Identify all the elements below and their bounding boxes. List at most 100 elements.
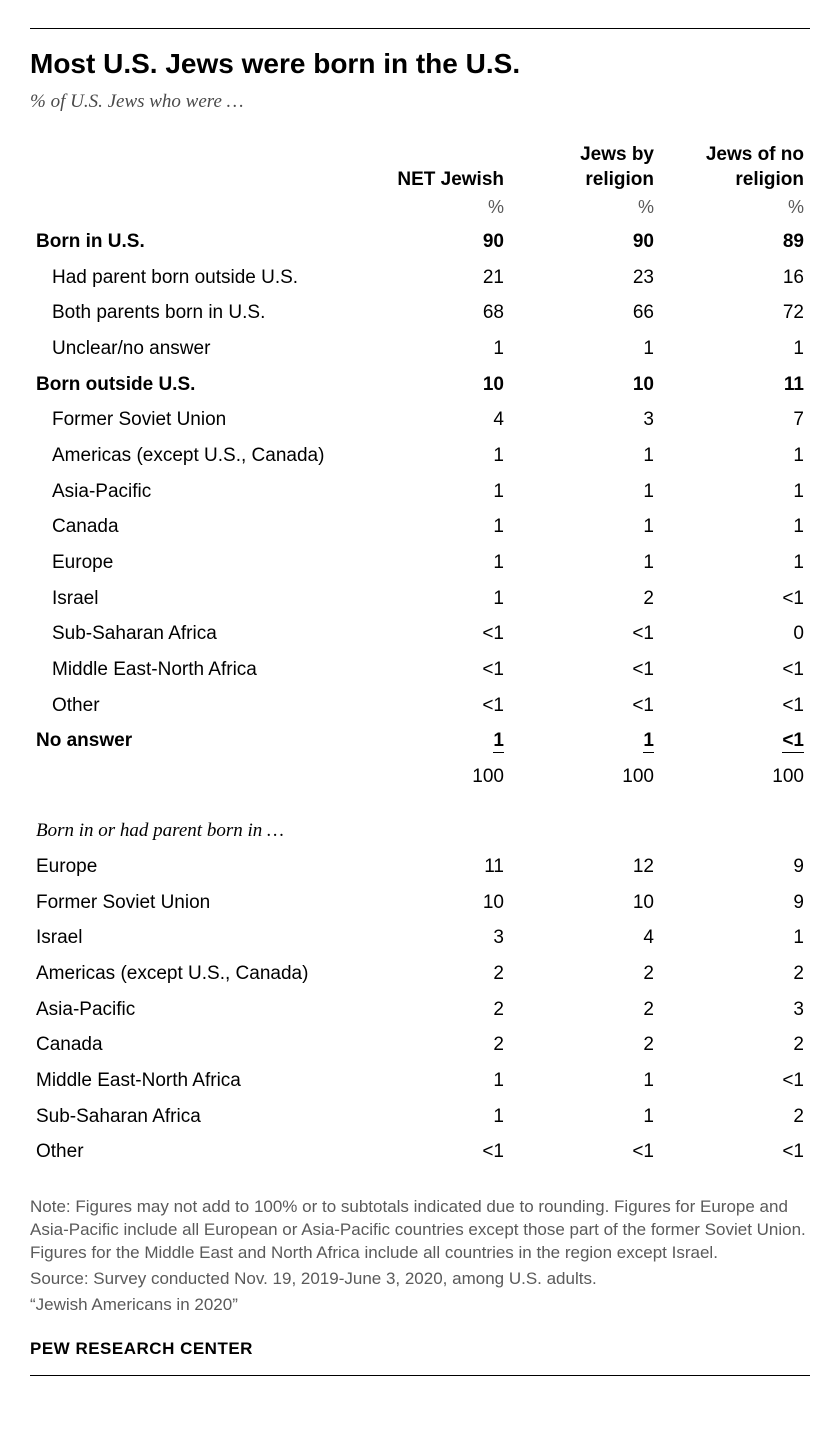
cell: 1 (360, 545, 510, 581)
row-label: Had parent born outside U.S. (30, 260, 360, 296)
top-rule (30, 28, 810, 29)
note-line: Note: Figures may not add to 100% or to … (30, 1196, 810, 1265)
row-label: Born in U.S. (30, 224, 360, 260)
row-label: Born outside U.S. (30, 367, 360, 403)
row-label: Unclear/no answer (30, 331, 360, 367)
row-label: Middle East-North Africa (30, 652, 360, 688)
cell: 90 (360, 224, 510, 260)
table-row: Americas (except U.S., Canada)222 (30, 956, 810, 992)
row-label: No answer (30, 723, 360, 759)
section-header: Born outside U.S.101011 (30, 367, 810, 403)
cell: 2 (660, 1099, 810, 1135)
cell: 100 (510, 759, 660, 795)
col-header-net: NET Jewish (360, 137, 510, 195)
table-row: Canada111 (30, 509, 810, 545)
cell: 1 (510, 331, 660, 367)
cell: 2 (510, 581, 660, 617)
cell: <1 (510, 688, 660, 724)
cell: 4 (360, 402, 510, 438)
row-label: Other (30, 1134, 360, 1170)
cell: 1 (510, 723, 660, 759)
chart-title: Most U.S. Jews were born in the U.S. (30, 47, 810, 81)
cell: <1 (510, 652, 660, 688)
cell: 2 (360, 956, 510, 992)
cell: 10 (510, 885, 660, 921)
unit-row: % % % (30, 195, 810, 224)
table-row: Both parents born in U.S.686672 (30, 295, 810, 331)
col-header-noreligion: Jews of no religion (660, 137, 810, 195)
data-table: NET Jewish Jews by religion Jews of no r… (30, 137, 810, 1170)
cell: 1 (510, 509, 660, 545)
table-row: Israel341 (30, 920, 810, 956)
cell: 10 (360, 885, 510, 921)
row-label: Asia-Pacific (30, 474, 360, 510)
cell: 11 (660, 367, 810, 403)
cell: 10 (360, 367, 510, 403)
cell: 2 (360, 992, 510, 1028)
table-row: Sub-Saharan Africa<1<10 (30, 616, 810, 652)
cell: 100 (660, 759, 810, 795)
row-label: Israel (30, 920, 360, 956)
row-label: Europe (30, 545, 360, 581)
cell: 68 (360, 295, 510, 331)
cell: <1 (360, 688, 510, 724)
cell: 0 (660, 616, 810, 652)
cell: 1 (510, 545, 660, 581)
cell: 21 (360, 260, 510, 296)
table-row: Other<1<1<1 (30, 688, 810, 724)
row-label: Both parents born in U.S. (30, 295, 360, 331)
row-label: Sub-Saharan Africa (30, 1099, 360, 1135)
cell: <1 (360, 616, 510, 652)
cell: 89 (660, 224, 810, 260)
no-answer-row: No answer11<1 (30, 723, 810, 759)
cell: 1 (660, 920, 810, 956)
cell: 2 (660, 1027, 810, 1063)
row-label: Americas (except U.S., Canada) (30, 956, 360, 992)
table-row: Unclear/no answer111 (30, 331, 810, 367)
cell: 9 (660, 885, 810, 921)
table-row: Europe11129 (30, 849, 810, 885)
row-label: Canada (30, 509, 360, 545)
unit-1: % (510, 195, 660, 224)
spacer-row (30, 794, 810, 808)
cell: 1 (510, 1063, 660, 1099)
cell: 2 (660, 956, 810, 992)
row-label: Middle East-North Africa (30, 1063, 360, 1099)
cell: 1 (510, 474, 660, 510)
table-row: Asia-Pacific111 (30, 474, 810, 510)
cell: 2 (510, 1027, 660, 1063)
source-line: Source: Survey conducted Nov. 19, 2019-J… (30, 1268, 810, 1291)
notes-block: Note: Figures may not add to 100% or to … (30, 1196, 810, 1317)
cell: 100 (360, 759, 510, 795)
row-label: Israel (30, 581, 360, 617)
cell: 7 (660, 402, 810, 438)
table-row: Israel12<1 (30, 581, 810, 617)
column-header-row: NET Jewish Jews by religion Jews of no r… (30, 137, 810, 195)
table-row: Middle East-North Africa11<1 (30, 1063, 810, 1099)
cell: 2 (360, 1027, 510, 1063)
unit-2: % (660, 195, 810, 224)
cell: 1 (360, 581, 510, 617)
cell: 1 (360, 1099, 510, 1135)
subheader-row: Born in or had parent born in … (30, 808, 810, 849)
cell: 12 (510, 849, 660, 885)
cell: 1 (360, 331, 510, 367)
cell: 1 (660, 509, 810, 545)
cell: 1 (660, 474, 810, 510)
col-header-religion: Jews by religion (510, 137, 660, 195)
table-row: Canada222 (30, 1027, 810, 1063)
cell: 66 (510, 295, 660, 331)
brand: PEW RESEARCH CENTER (30, 1339, 810, 1359)
cell: <1 (660, 1063, 810, 1099)
table-row: Americas (except U.S., Canada)111 (30, 438, 810, 474)
cell: 1 (660, 438, 810, 474)
cell: 1 (660, 545, 810, 581)
bottom-rule (30, 1375, 810, 1376)
cell: <1 (660, 723, 810, 759)
chart-subtitle: % of U.S. Jews who were … (30, 91, 810, 113)
cell: 2 (510, 992, 660, 1028)
row-label: Other (30, 688, 360, 724)
cell: <1 (510, 616, 660, 652)
table-row: Asia-Pacific223 (30, 992, 810, 1028)
cell: <1 (510, 1134, 660, 1170)
